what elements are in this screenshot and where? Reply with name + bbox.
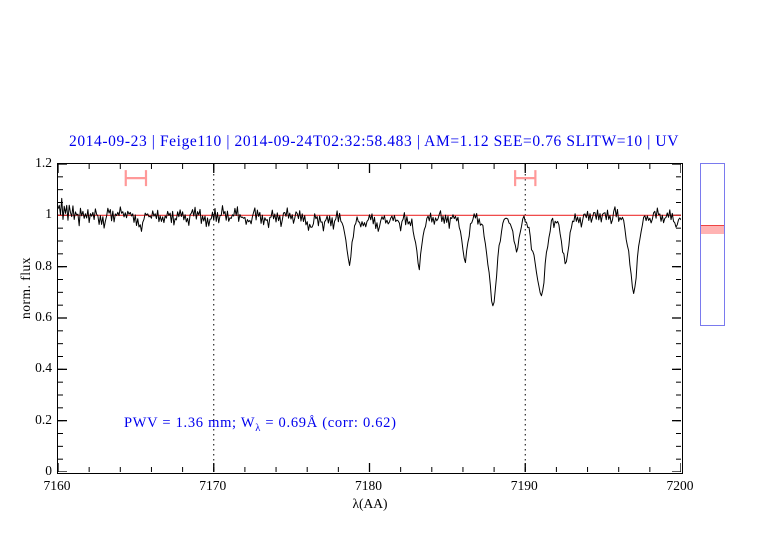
y-tick-label: 0.4 (35, 360, 52, 376)
x-tick-label: 7170 (199, 478, 227, 493)
y-tick-label: 1 (45, 206, 52, 222)
side-panel-marker-band (701, 225, 724, 234)
y-tick-label: 0 (45, 463, 52, 478)
pwv-annotation-prefix: PWV = 1.36 mm; W (124, 415, 256, 431)
y-axis-tick-labels: 0 0.2 0.4 0.6 0.8 1 1.2 (0, 155, 52, 478)
x-tick-label: 7180 (355, 478, 382, 493)
plot-area (57, 163, 683, 474)
x-tick-label: 7200 (666, 478, 694, 493)
y-tick-label: 0.8 (35, 257, 52, 273)
pwv-annotation-suffix: = 0.69Å (corr: 0.62) (261, 415, 397, 431)
y-tick-label: 1.2 (35, 155, 52, 170)
spectrum-canvas (58, 164, 681, 472)
side-summary-panel[interactable] (700, 163, 725, 326)
y-axis-title: norm. flux (18, 257, 33, 319)
x-axis-tick-labels: 7160 7170 7180 7190 7200 (44, 478, 694, 498)
range-markers (124, 170, 537, 187)
spectrum-trace (58, 197, 681, 307)
page-title: 2014-09-23 | Feige110 | 2014-09-24T02:32… (68, 133, 679, 150)
pwv-annotation: PWV = 1.36 mm; Wλ = 0.69Å (corr: 0.62) (124, 415, 397, 434)
y-tick-label: 0.6 (35, 309, 52, 324)
x-axis-title: λ(AA) (352, 496, 388, 511)
pwv-annotation-subscript: λ (255, 422, 262, 434)
y-tick-label: 0.2 (35, 411, 52, 427)
x-tick-label: 7160 (43, 478, 71, 493)
x-tick-label: 7190 (510, 478, 538, 493)
